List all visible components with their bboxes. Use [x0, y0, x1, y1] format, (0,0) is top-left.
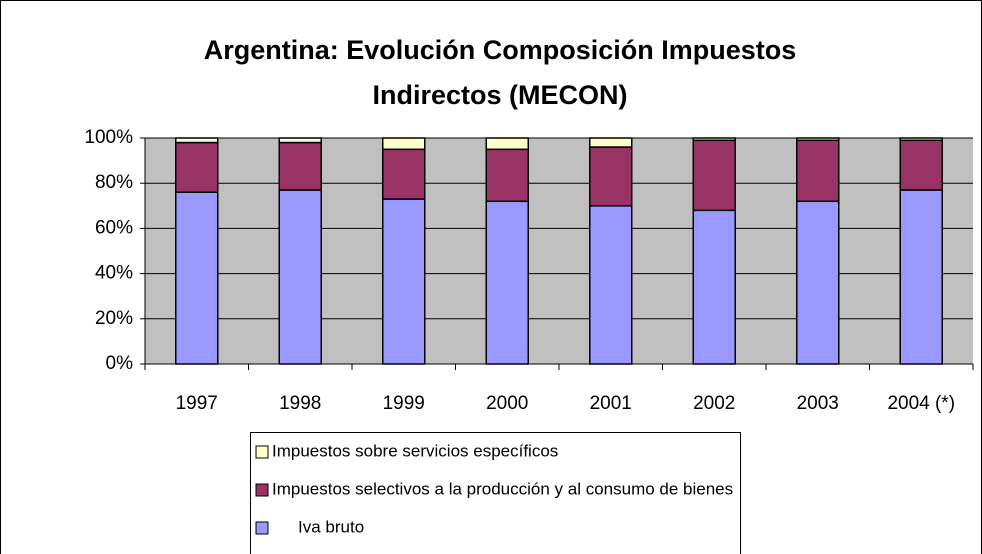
bar-segment — [796, 200, 840, 365]
bar-segment — [382, 148, 426, 200]
y-tick-label: 0% — [106, 353, 134, 374]
bar-segment — [899, 139, 943, 191]
bar-segment — [485, 137, 529, 151]
legend-swatch — [255, 521, 269, 535]
x-tick-label: 1999 — [383, 393, 425, 414]
bar-segment — [382, 198, 426, 365]
bar-segment — [796, 137, 840, 142]
x-tick-label: 2001 — [590, 393, 632, 414]
legend-label: Impuestos sobre servicios específicos — [272, 441, 558, 460]
x-tick-label: 1997 — [176, 393, 218, 414]
bar-segment — [796, 139, 840, 203]
legend-label: Iva bruto — [298, 517, 364, 536]
legend-swatch — [255, 483, 269, 497]
chart-title: Argentina: Evolución Composición Impuest… — [204, 35, 797, 65]
legend — [250, 432, 741, 554]
x-tick-label: 2003 — [797, 393, 839, 414]
bar-segment — [175, 137, 219, 144]
bar-segment — [692, 137, 736, 142]
plot-area — [145, 138, 973, 364]
bar-segment — [382, 137, 426, 151]
legend-label: Impuestos selectivos a la producción y a… — [272, 479, 733, 498]
y-tick-label: 20% — [95, 308, 133, 329]
bar-segment — [899, 137, 943, 142]
bar-segment — [692, 209, 736, 365]
x-tick-label: 2002 — [693, 393, 735, 414]
bar-segment — [278, 141, 322, 191]
y-tick-label: 40% — [95, 263, 133, 284]
bar-segment — [175, 141, 219, 193]
bar-segment — [485, 148, 529, 203]
x-tick-label: 2000 — [486, 393, 528, 414]
bar-segment — [485, 200, 529, 365]
y-tick-label: 80% — [95, 172, 133, 193]
bar-segment — [589, 205, 633, 365]
bar-segment — [278, 189, 322, 365]
bar-segment — [589, 146, 633, 207]
x-tick-label: 2004 (*) — [887, 393, 955, 414]
bar-segment — [692, 139, 736, 212]
y-tick-label: 60% — [95, 217, 133, 238]
chart-title: Indirectos (MECON) — [372, 80, 627, 110]
bar-segment — [175, 191, 219, 365]
bar-segment — [278, 137, 322, 144]
legend-swatch — [255, 445, 269, 459]
bar-segment — [899, 189, 943, 365]
bar-segment — [589, 137, 633, 148]
y-tick-label: 100% — [84, 127, 133, 148]
x-tick-label: 1998 — [279, 393, 321, 414]
